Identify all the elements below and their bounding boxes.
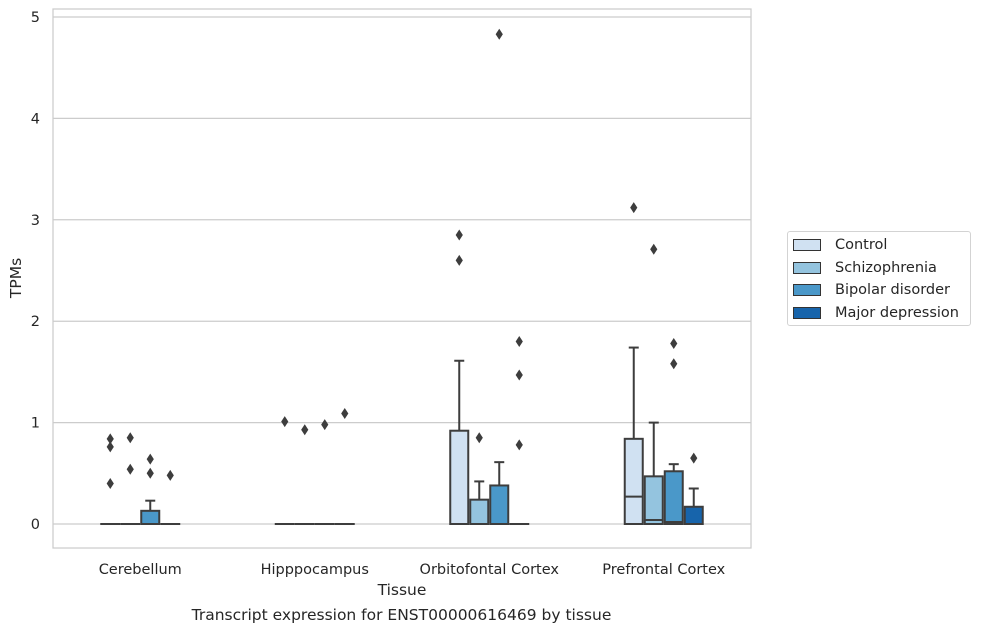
y-tick-label: 4 bbox=[31, 111, 40, 127]
legend-swatch bbox=[793, 261, 821, 274]
y-tick-label: 1 bbox=[31, 416, 40, 432]
box-body bbox=[683, 505, 704, 525]
outlier-point bbox=[690, 452, 698, 464]
legend: Control Schizophrenia Bipolar disorder Majo… bbox=[787, 231, 971, 326]
grid-lines bbox=[53, 16, 751, 525]
box-plot-marks bbox=[100, 28, 704, 526]
box-body bbox=[623, 437, 644, 526]
legend-item: Control bbox=[793, 235, 887, 255]
y-tick-label: 0 bbox=[31, 517, 40, 533]
legend-item: Bipolar disorder bbox=[793, 280, 950, 300]
y-tick-label: 3 bbox=[31, 213, 40, 229]
box-prefrontal-cortex-bipolar-disorder bbox=[663, 338, 684, 526]
box-hipppocampus-major-depression bbox=[334, 407, 355, 526]
outlier-point bbox=[106, 441, 114, 453]
box-cerebellum-control bbox=[100, 433, 121, 526]
legend-item: Schizophrenia bbox=[793, 258, 937, 278]
outlier-point bbox=[495, 28, 503, 40]
x-tick-label: Orbitofontal Cortex bbox=[420, 562, 560, 578]
box-prefrontal-cortex-major-depression bbox=[683, 452, 704, 525]
outlier-point bbox=[301, 424, 309, 436]
plot-frame bbox=[52, 8, 752, 549]
x-tick-label: Hipppocampus bbox=[261, 562, 369, 578]
box-hipppocampus-bipolar-disorder bbox=[314, 419, 335, 526]
legend-swatch bbox=[793, 239, 821, 251]
y-tick-label: 2 bbox=[31, 314, 40, 330]
box-orbitofontal-cortex-major-depression bbox=[509, 335, 530, 526]
chart-caption: Transcript expression for ENST0000061646… bbox=[191, 606, 612, 624]
outlier-point bbox=[146, 467, 154, 479]
outlier-point bbox=[106, 433, 114, 445]
box-body bbox=[643, 475, 664, 526]
x-axis-label: Tissue bbox=[377, 581, 427, 599]
box-cerebellum-bipolar-disorder bbox=[140, 453, 161, 525]
y-tick-label: 5 bbox=[31, 10, 40, 26]
x-axis-ticks: Cerebellum Hipppocampus Orbitofontal Corte… bbox=[99, 562, 726, 578]
outlier-point bbox=[650, 243, 658, 255]
box-orbitofontal-cortex-control bbox=[449, 229, 470, 526]
legend-item: Major depression bbox=[793, 303, 959, 323]
outlier-point bbox=[146, 453, 154, 465]
box-orbitofontal-cortex-bipolar-disorder bbox=[489, 28, 510, 525]
outlier-point bbox=[630, 202, 638, 214]
outlier-point bbox=[670, 338, 678, 350]
outlier-point bbox=[670, 358, 678, 370]
outlier-point bbox=[455, 254, 463, 266]
outlier-point bbox=[281, 416, 289, 428]
outlier-point bbox=[106, 477, 114, 489]
outlier-point bbox=[475, 432, 483, 444]
y-axis-ticks: 0 1 2 3 4 5 bbox=[31, 10, 40, 533]
outlier-point bbox=[166, 469, 174, 481]
box-body bbox=[489, 484, 510, 525]
box-prefrontal-cortex-control bbox=[623, 202, 644, 526]
box-hipppocampus-schizophrenia bbox=[294, 424, 315, 526]
outlier-point bbox=[126, 463, 134, 475]
outlier-point bbox=[515, 439, 523, 451]
box-prefrontal-cortex-schizophrenia bbox=[643, 243, 664, 526]
legend-label: Bipolar disorder bbox=[835, 282, 950, 298]
outlier-point bbox=[341, 407, 349, 419]
y-axis-label: TPMs bbox=[7, 258, 25, 299]
legend-swatch bbox=[793, 284, 821, 296]
box-body bbox=[663, 470, 684, 526]
legend-label: Schizophrenia bbox=[835, 259, 937, 276]
box-cerebellum-schizophrenia bbox=[120, 432, 141, 526]
outlier-point bbox=[515, 369, 523, 381]
x-tick-label: Prefrontal Cortex bbox=[602, 562, 725, 578]
legend-label: Control bbox=[835, 237, 888, 253]
box-orbitofontal-cortex-schizophrenia bbox=[469, 432, 490, 526]
outlier-point bbox=[515, 335, 523, 347]
box-hipppocampus-control bbox=[274, 416, 295, 526]
outlier-point bbox=[126, 432, 134, 444]
box-cerebellum-major-depression bbox=[160, 469, 181, 526]
outlier-point bbox=[321, 419, 329, 431]
box-body bbox=[469, 498, 490, 526]
legend-swatch bbox=[793, 306, 821, 319]
box-body bbox=[449, 429, 470, 526]
x-tick-label: Cerebellum bbox=[99, 562, 182, 578]
outlier-point bbox=[455, 229, 463, 241]
legend-label: Major depression bbox=[835, 304, 959, 321]
box-body bbox=[140, 509, 161, 525]
